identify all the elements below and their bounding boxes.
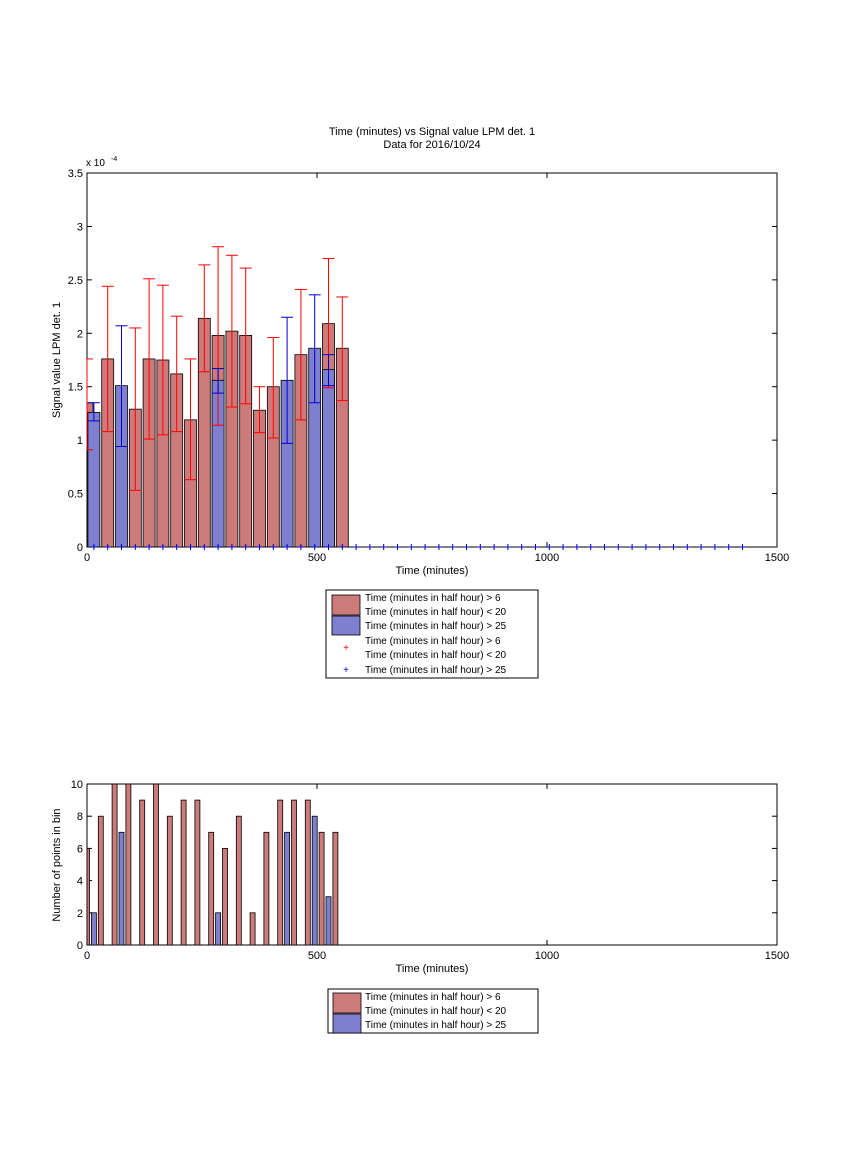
bar xyxy=(166,815,173,946)
y-axis-label: Number of points in bin xyxy=(51,808,63,921)
bar xyxy=(208,831,215,946)
legend: Time (minutes in half hour) > 6 Time (mi… xyxy=(327,988,539,1034)
bar xyxy=(311,815,318,946)
x-tick-label: 1500 xyxy=(765,950,789,962)
bar xyxy=(249,912,256,946)
y-tick-label: 1 xyxy=(77,435,83,447)
x-tick-label: 1000 xyxy=(535,950,559,962)
bar xyxy=(325,896,332,946)
bar xyxy=(291,799,297,946)
legend-entry: Time (minutes in half hour) < 20 xyxy=(365,607,507,618)
error-bars xyxy=(86,246,349,491)
y-axis-label: Signal value LPM det. 1 xyxy=(51,302,63,418)
y-tick-labels: 0 2 4 6 8 10 xyxy=(71,779,83,952)
bar xyxy=(153,783,159,946)
plot-area xyxy=(86,783,778,946)
legend-swatch-blue xyxy=(332,1013,362,1034)
bar xyxy=(318,831,325,946)
chart-title: Time (minutes) vs Signal value LPM det. … xyxy=(329,126,535,138)
bar xyxy=(97,815,104,946)
bar xyxy=(194,799,201,946)
legend-entry: Time (minutes in half hour) < 20 xyxy=(365,1006,507,1017)
count-chart: 0 500 1000 1500 0 2 4 6 8 10 Time (minutes) Numb… xyxy=(51,779,789,1034)
legend-entry: Time (minutes in half hour) > 25 xyxy=(365,1020,507,1031)
x-tick-label: 1500 xyxy=(765,552,789,564)
y-exponent-label: x 10 -4 xyxy=(86,156,117,169)
bar xyxy=(277,799,284,946)
legend-entry: Time (minutes in half hour) > 6 xyxy=(365,593,501,604)
y-tick-label: 0 xyxy=(77,940,83,952)
legend-swatch-blue xyxy=(331,615,361,636)
y-tick-label: 1.5 xyxy=(68,382,83,394)
y-tick-label: 8 xyxy=(77,811,83,823)
bar xyxy=(91,912,97,946)
y-tick-label: 6 xyxy=(77,843,83,855)
x-axis-label: Time (minutes) xyxy=(396,963,469,975)
x-tick-label: 0 xyxy=(84,950,90,962)
bar xyxy=(284,831,291,946)
legend-marker-blue: + xyxy=(343,665,349,676)
bar xyxy=(118,831,125,946)
legend-entry: Time (minutes in half hour) > 25 xyxy=(365,665,507,676)
legend-entry: Time (minutes in half hour) > 6 xyxy=(365,992,501,1003)
bar xyxy=(87,411,101,548)
x-tick-label: 500 xyxy=(308,950,326,962)
y-tick-label: 4 xyxy=(77,876,83,888)
legend: + + Time (minutes in half hour) > 6 Time… xyxy=(325,589,539,679)
bar xyxy=(304,799,311,946)
legend-marker-red: + xyxy=(343,643,349,654)
legend-entry: Time (minutes in half hour) > 6 xyxy=(365,636,501,647)
bar xyxy=(235,815,242,946)
y-tick-label: 2.5 xyxy=(68,275,83,287)
y-tick-label: 3.5 xyxy=(68,168,83,180)
marker-series xyxy=(90,544,746,550)
axis-ticks xyxy=(86,783,778,946)
bar xyxy=(322,369,335,548)
legend-swatch-red xyxy=(332,992,362,1014)
x-tick-labels: 0 500 1000 1500 xyxy=(84,552,789,564)
x-tick-labels: 0 500 1000 1500 xyxy=(84,950,789,962)
bar xyxy=(139,799,146,946)
bar-series xyxy=(86,783,339,946)
x-tick-label: 500 xyxy=(308,552,326,564)
y-exponent-base: x 10 xyxy=(86,158,105,169)
x-tick-label: 1000 xyxy=(535,552,559,564)
legend-swatch-red xyxy=(331,594,361,616)
x-tick-label: 0 xyxy=(84,552,90,564)
y-tick-label: 0.5 xyxy=(68,489,83,501)
legend-box xyxy=(327,988,539,1034)
bar xyxy=(222,848,228,946)
y-exponent-power: -4 xyxy=(111,156,117,163)
y-tick-label: 3 xyxy=(77,221,83,233)
signal-chart: Time (minutes) vs Signal value LPM det. … xyxy=(51,126,789,679)
y-tick-label: 2 xyxy=(77,328,83,340)
bar xyxy=(263,831,270,946)
bar xyxy=(111,783,118,946)
bar xyxy=(86,848,90,946)
bar xyxy=(125,783,132,946)
y-tick-label: 2 xyxy=(77,908,83,920)
y-tick-label: 10 xyxy=(71,779,83,791)
y-tick-labels: 0 0.5 1 1.5 2 2.5 3 3.5 xyxy=(68,168,83,554)
y-tick-label: 0 xyxy=(77,542,83,554)
x-axis-label: Time (minutes) xyxy=(396,565,469,577)
legend-entry: Time (minutes in half hour) > 25 xyxy=(365,621,507,632)
legend-entry: Time (minutes in half hour) < 20 xyxy=(365,650,507,661)
chart-subtitle: Data for 2016/10/24 xyxy=(383,139,480,151)
bar xyxy=(332,831,339,946)
bar xyxy=(180,799,187,946)
legend-box xyxy=(325,589,539,679)
bar xyxy=(215,912,222,946)
